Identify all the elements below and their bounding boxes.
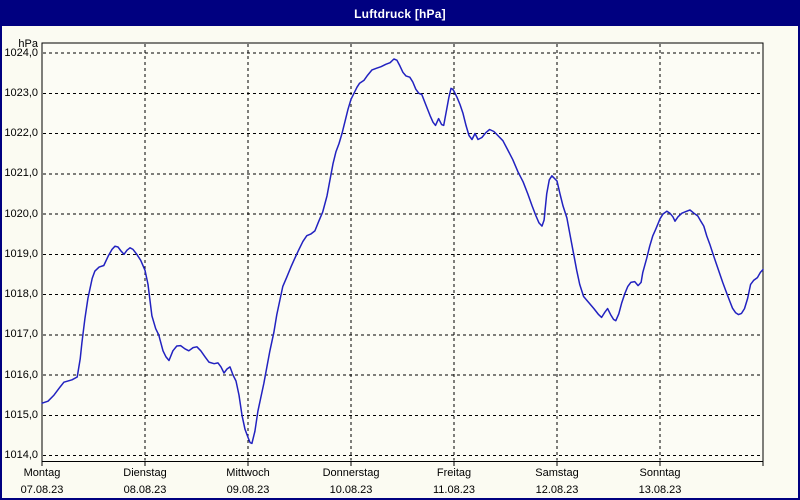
y-tick-label: 1023,0 [4, 86, 38, 99]
day-name: Samstag [535, 467, 579, 479]
y-axis-unit-label: hPa [18, 38, 38, 50]
day-name: Freitag [436, 467, 472, 479]
y-tick-label: 1022,0 [4, 127, 38, 139]
day-date: 12.08.23 [535, 484, 579, 496]
day-date: 07.08.23 [20, 484, 64, 496]
plot-frame [41, 42, 764, 462]
day-name: Donnerstag [322, 467, 380, 479]
y-tick-label: 1018,0 [4, 288, 38, 300]
x-day-label: Sonntag 13.08.23 [608, 467, 712, 497]
x-day-label: Freitag 11.08.23 [402, 467, 506, 497]
y-tick-label: 1021,0 [4, 167, 38, 180]
day-date: 10.08.23 [329, 484, 373, 496]
window-title: Luftdruck [hPa] [354, 7, 446, 21]
y-tick-label: 1015,0 [4, 408, 38, 421]
x-day-label: Montag 07.08.23 [2, 467, 94, 497]
day-name: Montag [23, 467, 61, 479]
day-date: 13.08.23 [638, 484, 682, 496]
y-tick-label: 1020,0 [4, 207, 38, 220]
x-day-label: Samstag 12.08.23 [505, 467, 609, 497]
day-name: Sonntag [639, 467, 681, 479]
y-tick-label: 1016,0 [4, 368, 38, 381]
day-name: Dienstag [123, 467, 167, 479]
x-day-label: Dienstag 08.08.23 [93, 467, 197, 497]
plot-background [42, 43, 763, 462]
title-bar: Luftdruck [hPa] [2, 2, 798, 26]
y-tick-label: 1019,0 [4, 247, 38, 260]
y-tick-label: 1017,0 [4, 328, 38, 341]
day-date: 08.08.23 [123, 484, 167, 496]
y-tick-label: 1014,0 [4, 449, 38, 461]
y-tick-label: 1024,0 [4, 46, 38, 59]
day-name: Mittwoch [226, 467, 270, 479]
x-day-label: Mittwoch 09.08.23 [196, 467, 300, 497]
x-day-label: Donnerstag 10.08.23 [299, 467, 403, 497]
pressure-line [41, 58, 764, 445]
day-date: 11.08.23 [432, 484, 475, 496]
day-date: 09.08.23 [226, 484, 270, 496]
